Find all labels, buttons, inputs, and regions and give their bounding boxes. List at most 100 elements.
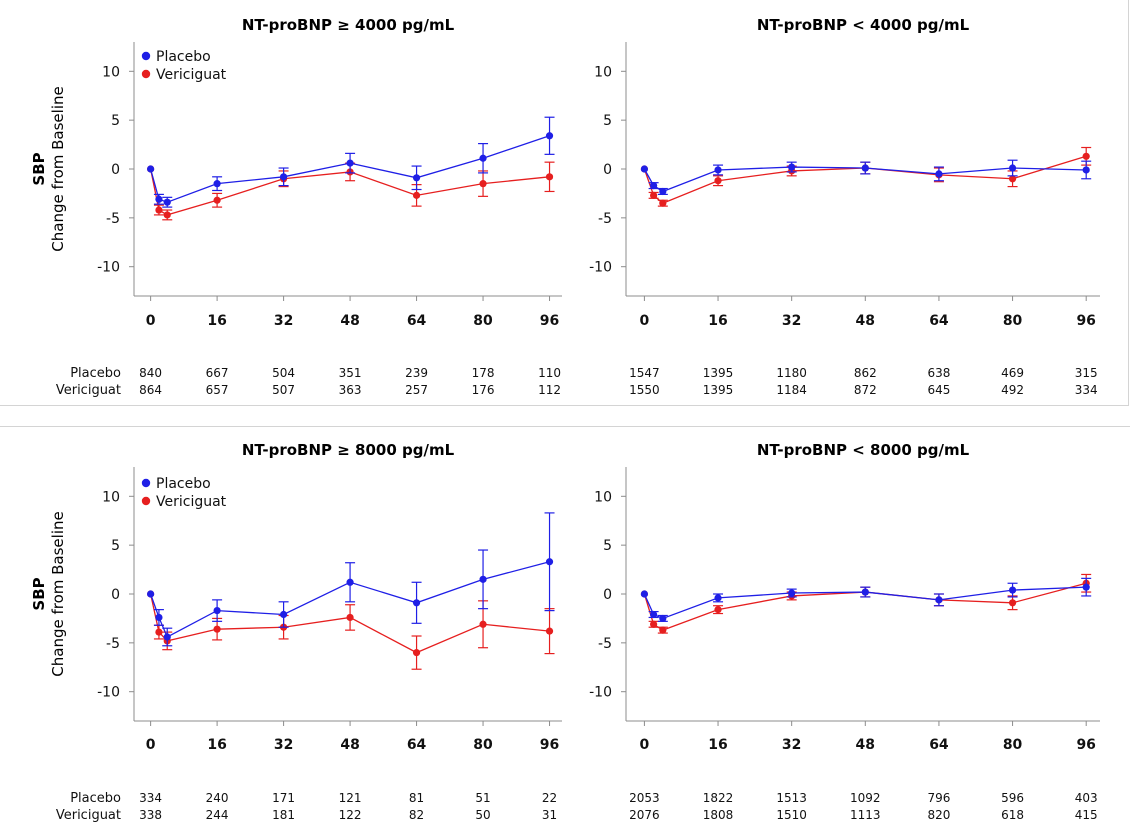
data-point [412,599,421,607]
data-point [163,633,171,641]
count-value: 363 [339,383,362,397]
data-point [213,625,221,633]
count-value: 2053 [629,791,660,805]
data-point [935,170,943,178]
count-value: 657 [206,383,229,397]
data-point [279,610,288,619]
data-point [545,132,554,140]
x-tick-label: 0 [146,737,156,753]
count-value: 334 [1075,383,1098,397]
data-point [147,590,155,598]
x-tick-label: 32 [274,737,293,753]
data-point [163,211,171,219]
count-row-label: Placebo [70,366,121,381]
data-point [412,649,421,657]
data-point [545,558,554,566]
count-value: 82 [409,808,424,822]
bottom-panel-frame [0,426,1130,832]
count-row-label: Vericiguat [56,808,121,823]
data-point [213,196,221,204]
count-value: 820 [927,808,950,822]
data-point [155,206,163,214]
y-axis-title: Change from Baseline [49,86,67,251]
data-point [861,588,869,596]
chart-title: NT-proBNP < 4000 pg/mL [757,16,970,34]
y-tick-label: 10 [102,489,120,505]
data-point [1008,599,1017,607]
legend-marker-placebo [141,51,151,61]
legend: Placebo Vericiguat [141,49,227,83]
count-value: 240 [206,791,229,805]
y-tick-label: 0 [111,587,120,603]
count-value: 872 [854,383,877,397]
data-point [1082,152,1090,160]
count-value: 403 [1075,791,1098,805]
data-point [640,165,649,173]
count-value: 121 [339,791,362,805]
x-tick-label: 0 [146,313,156,329]
y-tick-label: 5 [111,113,120,129]
count-value: 1184 [776,383,807,397]
count-value: 112 [538,383,561,397]
count-value: 334 [139,791,162,805]
count-row-label: Vericiguat [56,383,121,398]
x-tick-label: 64 [407,737,427,753]
series-vericiguat [640,146,1092,207]
y-tick-label: 10 [102,64,120,80]
y-tick-label: -5 [598,636,612,652]
legend-marker-vericiguat [141,496,151,506]
count-value: 1550 [629,383,660,397]
data-point [479,180,487,188]
x-tick-label: 80 [473,313,493,329]
y-axis-title: Change from Baseline [49,511,67,676]
y-tick-label: 5 [603,538,612,554]
count-value: 667 [206,366,229,380]
legend-label: Vericiguat [156,494,227,510]
data-point [714,594,722,602]
count-value: 504 [272,366,295,380]
legend-marker-vericiguat [141,69,151,79]
count-row-label: Placebo [70,791,121,806]
count-value: 638 [927,366,950,380]
count-value: 239 [405,366,428,380]
count-value: 1395 [703,383,734,397]
y-tick-label: 10 [594,64,612,80]
count-value: 81 [409,791,424,805]
x-tick-label: 96 [1076,313,1095,329]
count-value: 22 [542,791,557,805]
chart-panel-4: NT-proBNP < 8000 pg/mL -10 -5 0 5 10 0 16 32 48 64… [589,441,1100,822]
data-point [640,590,649,598]
chart-title: NT-proBNP ≥ 4000 pg/mL [242,16,455,34]
data-point [479,154,487,162]
x-tick-label: 80 [1003,737,1023,753]
data-point [1082,166,1090,174]
y-tick-label: 0 [603,587,612,603]
data-point [650,620,658,628]
y-tick-label: -5 [598,211,612,227]
data-point [147,165,155,173]
chart-title: NT-proBNP < 8000 pg/mL [757,441,970,459]
count-value: 31 [542,808,557,822]
x-tick-label: 32 [782,313,801,329]
data-point [155,628,163,636]
data-point [650,610,658,619]
data-point [714,177,722,185]
x-tick-label: 64 [929,737,949,753]
count-value: 171 [272,791,295,805]
series-placebo [147,116,555,208]
count-value: 338 [139,808,162,822]
count-value: 1510 [776,808,807,822]
count-value: 122 [339,808,362,822]
series-vericiguat [640,573,1092,634]
data-point [479,575,487,583]
data-point [650,182,658,190]
x-tick-label: 16 [708,313,727,329]
data-point [213,607,221,615]
data-point [545,173,554,181]
y-tick-label: -10 [589,685,612,701]
legend-label: Vericiguat [156,67,227,83]
data-point [346,578,354,586]
data-point [1008,164,1017,172]
count-value: 1113 [850,808,881,822]
chart-panel-3: NT-proBNP ≥ 8000 pg/mL -10 -5 0 5 10 0 16 32 48 64… [30,441,562,823]
